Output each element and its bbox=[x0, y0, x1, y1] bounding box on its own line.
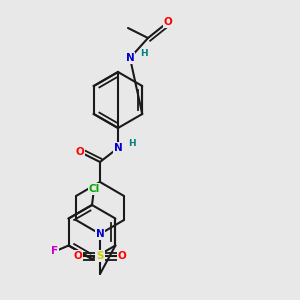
Text: N: N bbox=[126, 53, 134, 63]
Text: Cl: Cl bbox=[88, 184, 100, 194]
Text: O: O bbox=[164, 17, 172, 27]
Text: F: F bbox=[51, 247, 58, 256]
Text: O: O bbox=[118, 251, 126, 261]
Text: H: H bbox=[128, 140, 136, 148]
Text: N: N bbox=[114, 143, 122, 153]
Text: H: H bbox=[140, 50, 148, 58]
Text: N: N bbox=[96, 229, 104, 239]
Text: O: O bbox=[74, 251, 82, 261]
Text: O: O bbox=[76, 147, 84, 157]
Text: S: S bbox=[96, 251, 104, 261]
